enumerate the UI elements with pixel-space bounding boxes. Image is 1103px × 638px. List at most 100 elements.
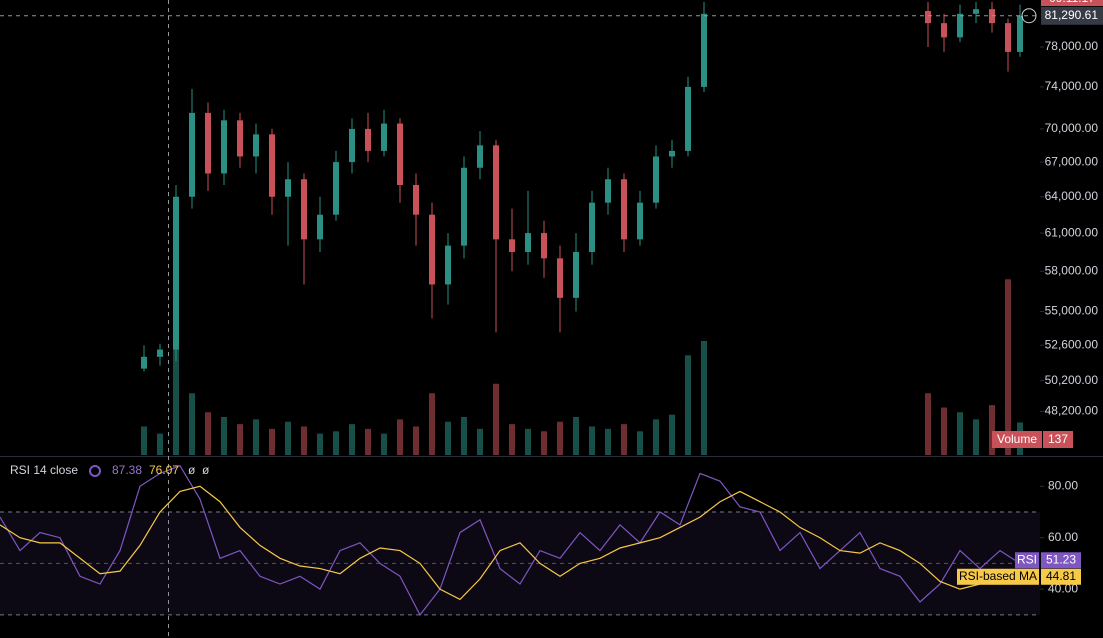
volume-bar bbox=[205, 412, 211, 455]
volume-value-box bbox=[1043, 431, 1073, 448]
series-value-box bbox=[1041, 568, 1081, 585]
time-label: 09:11:17 bbox=[1049, 0, 1095, 5]
volume-bar bbox=[989, 405, 995, 455]
candle-body bbox=[941, 23, 947, 38]
volume-bar bbox=[1005, 279, 1011, 455]
volume-bar bbox=[141, 426, 147, 455]
rsi-line bbox=[0, 464, 1016, 616]
ma-value: 76.07 bbox=[149, 463, 179, 477]
last-price-label: 81,290.61 bbox=[1045, 8, 1099, 22]
y-tick-label: 61,000.00 bbox=[1045, 225, 1099, 239]
candle-body bbox=[589, 202, 595, 252]
rsi-extra: ø bbox=[188, 463, 196, 477]
volume-bar bbox=[941, 407, 947, 455]
volume-bar bbox=[477, 428, 483, 455]
series-name: RSI bbox=[1017, 552, 1037, 566]
candle-body bbox=[285, 179, 291, 197]
candle-body bbox=[413, 185, 419, 215]
candle-body bbox=[237, 120, 243, 157]
volume-bar bbox=[973, 419, 979, 455]
y-tick-label: 64,000.00 bbox=[1045, 189, 1099, 203]
volume-bar bbox=[317, 433, 323, 455]
candle-body bbox=[653, 156, 659, 203]
rsi-icon[interactable] bbox=[89, 465, 101, 477]
candle-body bbox=[381, 123, 387, 151]
candle-body bbox=[573, 251, 579, 298]
candle-body bbox=[957, 13, 963, 38]
series-value-box bbox=[1041, 552, 1081, 569]
y-tick-label: 50,200.00 bbox=[1045, 373, 1099, 387]
volume-bar bbox=[253, 419, 259, 455]
volume-value: 137 bbox=[1048, 432, 1068, 446]
volume-bar bbox=[269, 428, 275, 455]
candle-body bbox=[221, 120, 227, 174]
candle-body bbox=[397, 123, 403, 186]
plot: 78,000.00 74,000.00 70,000.00 67,000.00 64,0… bbox=[0, 0, 1103, 616]
candle-body bbox=[509, 239, 515, 252]
y-tick-label: 58,000.00 bbox=[1045, 263, 1099, 277]
rsi-value: 87.38 bbox=[112, 463, 142, 477]
volume-bar bbox=[573, 417, 579, 455]
volume-bar bbox=[221, 417, 227, 455]
volume-bar bbox=[541, 431, 547, 455]
volume-bar bbox=[957, 412, 963, 455]
volume-name: Volume bbox=[997, 432, 1037, 446]
candle-body bbox=[189, 112, 195, 197]
series-name: RSI-based MA bbox=[959, 569, 1037, 583]
candle-body bbox=[445, 245, 451, 285]
last-price-box bbox=[1041, 6, 1103, 25]
volume-bar bbox=[333, 431, 339, 455]
volume-bar bbox=[925, 393, 931, 455]
y-tick-label: 67,000.00 bbox=[1045, 154, 1099, 168]
volume-bar bbox=[525, 428, 531, 455]
rsi-title: RSI 14 close bbox=[10, 463, 78, 477]
candle-body bbox=[701, 13, 707, 87]
volume-bar bbox=[621, 424, 627, 455]
volume-bar bbox=[189, 393, 195, 455]
candle-body bbox=[269, 134, 275, 197]
series-name-box bbox=[1015, 552, 1039, 569]
series-name-box bbox=[957, 568, 1039, 585]
candle-body bbox=[621, 179, 627, 240]
candle-body bbox=[301, 179, 307, 240]
candle-body bbox=[973, 9, 979, 14]
y-tick-label: 74,000.00 bbox=[1045, 79, 1099, 93]
volume-bar bbox=[381, 433, 387, 455]
candle-body bbox=[477, 145, 483, 168]
y-tick-label: 48,200.00 bbox=[1045, 404, 1099, 418]
volume-bar bbox=[397, 419, 403, 455]
volume-bar bbox=[349, 424, 355, 455]
volume-bar bbox=[637, 431, 643, 455]
add-button[interactable] bbox=[1021, 8, 1037, 24]
candle-body bbox=[141, 356, 147, 369]
series-value: 44.81 bbox=[1046, 569, 1076, 583]
y-tick-label: 78,000.00 bbox=[1045, 39, 1099, 53]
volume-bar bbox=[413, 426, 419, 455]
volume-bar bbox=[701, 341, 707, 455]
volume-bar bbox=[557, 421, 563, 455]
candle-body bbox=[525, 233, 531, 252]
volume-bar bbox=[509, 424, 515, 455]
candle-body bbox=[157, 349, 163, 357]
candle-body bbox=[317, 214, 323, 240]
volume-bar bbox=[365, 428, 371, 455]
candle-body bbox=[461, 167, 467, 246]
rsi-line bbox=[0, 485, 1016, 601]
candle-body bbox=[669, 150, 675, 157]
volume-bar bbox=[285, 421, 291, 455]
volume-bar bbox=[461, 417, 467, 455]
candle-body bbox=[173, 196, 179, 350]
volume-bar bbox=[493, 383, 499, 455]
candle-body bbox=[557, 258, 563, 298]
rsi-extra: ø bbox=[202, 463, 210, 477]
candle-body bbox=[333, 162, 339, 215]
volume-bar bbox=[669, 414, 675, 455]
candle-body bbox=[925, 11, 931, 24]
volume-bar bbox=[605, 428, 611, 455]
y-tick-label: 80.00 bbox=[1048, 478, 1078, 492]
y-tick-label: 60.00 bbox=[1048, 530, 1078, 544]
y-tick-label: 55,000.00 bbox=[1045, 304, 1099, 318]
candle-body bbox=[541, 233, 547, 259]
